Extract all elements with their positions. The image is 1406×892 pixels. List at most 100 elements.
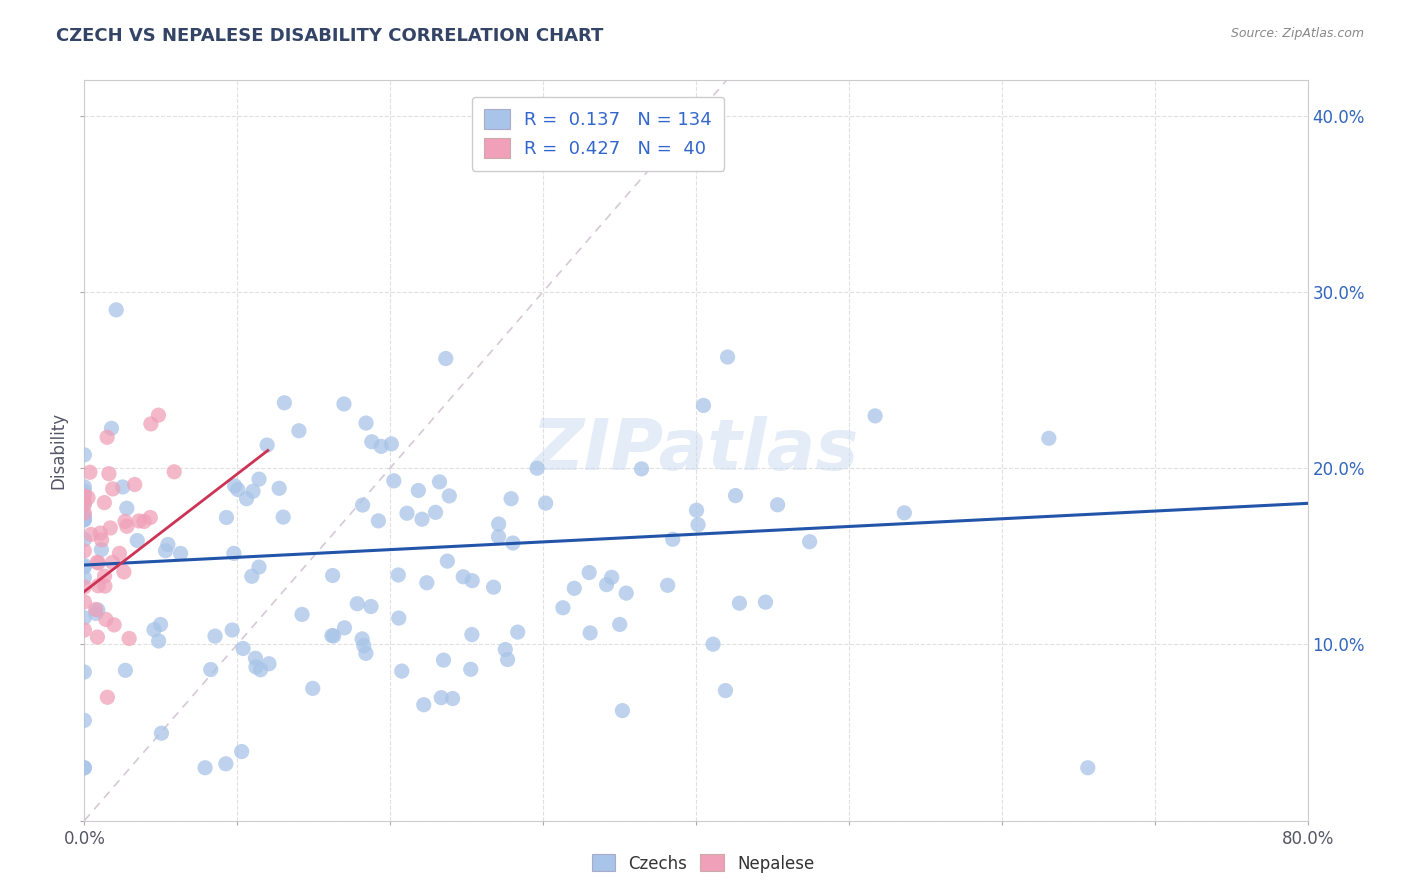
Point: [194, 761, 217, 775]
Point: [73, 448, 96, 462]
Point: [346, 597, 368, 611]
Point: [108, 546, 131, 560]
Point: [101, 482, 124, 496]
Point: [73, 512, 96, 526]
Point: [204, 629, 226, 643]
Point: [73, 497, 96, 511]
Point: [612, 704, 634, 718]
Point: [143, 623, 166, 637]
Point: [614, 586, 637, 600]
Point: [526, 461, 548, 475]
Point: [322, 568, 344, 582]
Point: [73, 714, 96, 728]
Point: [502, 536, 524, 550]
Point: [506, 625, 529, 640]
Point: [139, 417, 162, 431]
Point: [163, 465, 186, 479]
Point: [388, 611, 411, 625]
Point: [73, 761, 96, 775]
Point: [101, 556, 124, 570]
Point: [291, 607, 314, 622]
Point: [105, 302, 128, 317]
Point: [436, 554, 458, 568]
Point: [367, 514, 389, 528]
Point: [630, 462, 652, 476]
Point: [702, 637, 724, 651]
Point: [488, 530, 510, 544]
Point: [124, 477, 146, 491]
Point: [432, 653, 454, 667]
Point: [425, 505, 447, 519]
Point: [150, 726, 173, 740]
Point: [96, 690, 118, 705]
Point: [97, 467, 120, 481]
Point: [224, 479, 246, 493]
Point: [215, 510, 238, 524]
Point: [382, 474, 405, 488]
Point: [84, 607, 107, 621]
Point: [86, 630, 108, 644]
Point: [562, 582, 585, 596]
Point: [73, 623, 96, 637]
Point: [100, 421, 122, 435]
Point: [288, 424, 311, 438]
Point: [380, 437, 402, 451]
Point: [112, 565, 135, 579]
Point: [90, 533, 112, 547]
Point: [333, 621, 356, 635]
Point: [321, 629, 343, 643]
Point: [79, 465, 101, 479]
Point: [115, 501, 138, 516]
Point: [434, 351, 457, 366]
Point: [96, 430, 118, 444]
Point: [256, 438, 278, 452]
Point: [86, 555, 108, 569]
Point: [169, 546, 191, 560]
Point: [360, 599, 382, 614]
Point: [661, 533, 683, 547]
Point: [114, 515, 136, 529]
Point: [416, 575, 439, 590]
Text: ZIPatlas: ZIPatlas: [533, 416, 859, 485]
Point: [73, 489, 96, 503]
Point: [411, 512, 433, 526]
Point: [354, 416, 377, 430]
Point: [714, 683, 737, 698]
Point: [600, 570, 623, 584]
Point: [93, 495, 115, 509]
Point: [94, 612, 117, 626]
Point: [73, 484, 96, 499]
Point: [73, 513, 96, 527]
Point: [494, 642, 516, 657]
Point: [73, 611, 96, 625]
Point: [754, 595, 776, 609]
Point: [429, 475, 451, 489]
Point: [551, 600, 574, 615]
Point: [534, 496, 557, 510]
Point: [73, 533, 96, 547]
Point: [501, 491, 523, 506]
Point: [148, 634, 170, 648]
Point: [84, 602, 107, 616]
Point: [271, 510, 294, 524]
Point: [686, 517, 709, 532]
Point: [716, 350, 738, 364]
Point: [408, 483, 430, 498]
Text: CZECH VS NEPALESE DISABILITY CORRELATION CHART: CZECH VS NEPALESE DISABILITY CORRELATION…: [56, 27, 603, 45]
Point: [73, 508, 96, 523]
Point: [391, 664, 413, 678]
Point: [269, 481, 291, 495]
Y-axis label: Disability: Disability: [49, 412, 67, 489]
Point: [222, 546, 245, 560]
Point: [352, 498, 374, 512]
Point: [90, 542, 112, 557]
Point: [94, 579, 117, 593]
Point: [370, 439, 392, 453]
Point: [132, 515, 155, 529]
Point: [73, 560, 96, 574]
Point: [257, 657, 280, 671]
Point: [111, 480, 134, 494]
Text: Source: ZipAtlas.com: Source: ZipAtlas.com: [1230, 27, 1364, 40]
Point: [242, 484, 264, 499]
Point: [226, 483, 249, 497]
